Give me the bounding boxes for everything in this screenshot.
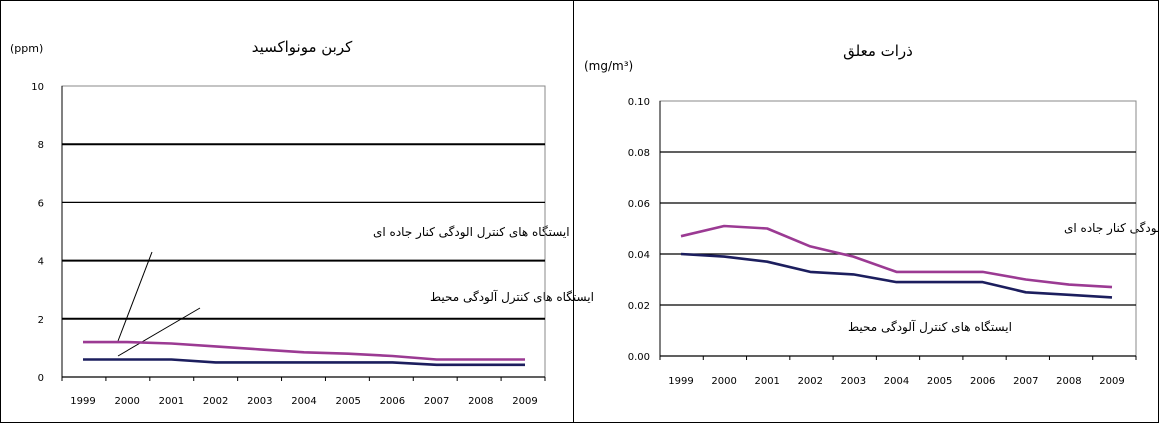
right-x-tick-label: 2002	[798, 376, 823, 387]
left-leader-ambient	[117, 307, 201, 357]
left-y-tick-label: 10	[31, 82, 44, 93]
left-x-tick-label: 2008	[468, 396, 493, 407]
left-x-tick-label: 2006	[380, 396, 405, 407]
left-series-line-roadside	[83, 340, 525, 361]
right-series-label-roadside: ایستگاه های کنترل الودگی کنار جاده ای	[1064, 221, 1159, 236]
left-chart-title: کربن مونواکسید	[252, 38, 353, 56]
left-y-tick-label: 2	[38, 315, 44, 326]
right-series-line-roadside	[680, 224, 1113, 289]
right-y-tick-label: 0.10	[628, 97, 650, 108]
left-x-tick-label: 2003	[247, 396, 272, 407]
right-y-tick-label: 0.00	[628, 352, 650, 363]
right-x-tick-label: 2001	[754, 376, 779, 387]
right-y-tick-label: 0.02	[628, 301, 650, 312]
left-leader-roadside	[117, 251, 153, 342]
left-y-tick-label: 6	[38, 198, 44, 209]
left-y-tick-label: 4	[38, 257, 44, 268]
left-series-label-roadside: ایستگاه های کنترل الودگی کنار جاده ای	[373, 225, 570, 240]
left-series-line-ambient	[83, 358, 525, 367]
right-x-tick-label: 2004	[884, 376, 909, 387]
left-x-tick-label: 2005	[335, 396, 360, 407]
left-x-tick-label: 2002	[203, 396, 228, 407]
right-x-tick-label: 1999	[668, 376, 693, 387]
right-unit-label: (mg/m³)	[584, 59, 633, 73]
right-x-tick-label: 2007	[1013, 376, 1038, 387]
left-x-tick-label: 2000	[114, 396, 139, 407]
left-x-tick-label: 2009	[512, 396, 537, 407]
right-series-label-ambient: ایستگاه های کنترل آلودگی محیط	[848, 319, 1012, 335]
right-x-tick-label: 2009	[1099, 376, 1124, 387]
left-y-tick-label: 0	[38, 373, 44, 384]
right-x-tick-label: 2000	[711, 376, 736, 387]
left-x-tick-label: 2001	[159, 396, 184, 407]
left-unit-label: (ppm)	[10, 42, 43, 55]
right-series-line-ambient	[680, 252, 1113, 299]
right-x-tick-label: 2003	[841, 376, 866, 387]
left-x-tick-label: 1999	[70, 396, 95, 407]
right-x-tick-label: 2005	[927, 376, 952, 387]
right-y-tick-label: 0.08	[628, 148, 650, 159]
right-x-tick-label: 2006	[970, 376, 995, 387]
left-series-label-ambient: ایستگاه های کنترل آلودگی محیط	[430, 289, 594, 305]
right-y-tick-label: 0.04	[628, 250, 650, 261]
right-x-tick-label: 2008	[1056, 376, 1081, 387]
right-chart-title: ذرات معلق	[843, 42, 913, 60]
left-x-tick-label: 2007	[424, 396, 449, 407]
left-x-tick-label: 2004	[291, 396, 316, 407]
left-y-tick-label: 8	[38, 140, 44, 151]
right-y-tick-label: 0.06	[628, 199, 650, 210]
